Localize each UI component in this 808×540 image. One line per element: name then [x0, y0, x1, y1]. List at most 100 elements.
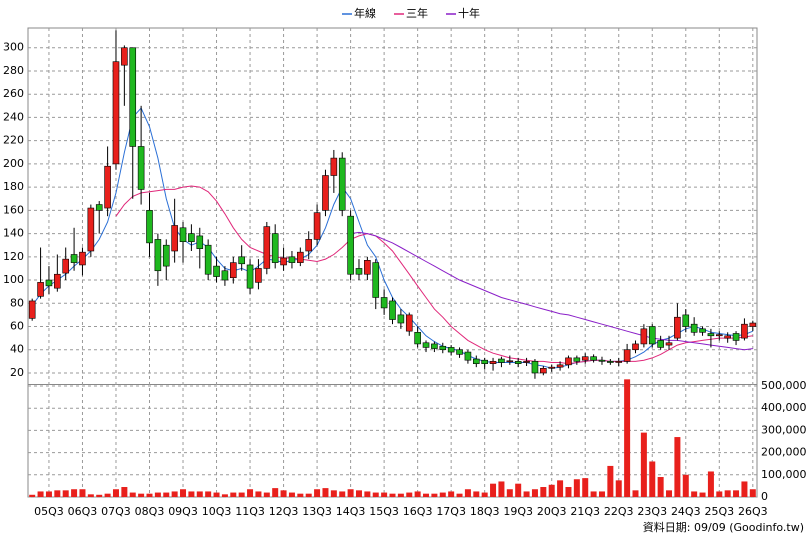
candle-body: [204, 244, 212, 275]
volume-bar: [506, 489, 513, 497]
candle-body: [121, 47, 128, 66]
volume-bar: [431, 493, 438, 497]
volume-bar: [104, 493, 111, 497]
candle-body: [397, 314, 405, 324]
volume-bar: [314, 489, 321, 497]
volume-bar: [699, 492, 706, 497]
volume-bar: [448, 491, 455, 497]
candle-body: [213, 265, 220, 277]
y-tick-label: 160: [3, 203, 24, 216]
volume-bar: [691, 491, 698, 497]
y-tick-label: 220: [3, 134, 24, 147]
volume-bar: [456, 493, 463, 497]
candle-body: [665, 342, 673, 346]
volume-bar: [590, 491, 597, 497]
volume-bar: [347, 489, 354, 497]
volume-bar: [439, 492, 446, 497]
y-tick-label: 260: [3, 87, 24, 100]
x-tick-label: 06Q3: [68, 505, 98, 518]
candle-body: [179, 227, 187, 243]
volume-bar: [71, 489, 78, 497]
volume-bar: [146, 493, 153, 497]
volume-bar: [196, 491, 203, 497]
candle-body: [632, 343, 639, 351]
volume-bar: [272, 488, 279, 497]
volume-bar: [632, 490, 639, 497]
volume-bar: [548, 484, 555, 497]
y-tick-label: 40: [10, 343, 24, 356]
volume-bar: [674, 437, 681, 497]
volume-bar: [640, 432, 647, 497]
volume-tick-label: 0: [761, 490, 768, 503]
volume-bar: [565, 487, 572, 497]
volume-bar: [389, 493, 396, 497]
volume-bar: [230, 492, 237, 497]
candle-body: [129, 47, 137, 147]
volume-bar: [607, 465, 614, 497]
candle-body: [749, 322, 757, 327]
candle-body: [305, 239, 313, 252]
candle-body: [498, 358, 505, 363]
volume-bar: [716, 491, 723, 497]
volume-bar: [305, 493, 312, 497]
candle-body: [62, 258, 70, 274]
volume-bar: [733, 490, 740, 497]
volume-bar: [531, 489, 538, 497]
candle-body: [506, 360, 514, 363]
candle-body: [221, 270, 229, 281]
candle-body: [615, 361, 623, 363]
y-tick-label: 60: [10, 320, 24, 333]
volume-bar: [682, 474, 689, 497]
volume-bar: [330, 490, 337, 497]
volume-bar: [598, 491, 605, 497]
volume-bar: [255, 491, 262, 497]
volume-bar: [87, 494, 94, 497]
legend: 年線 三年 十年: [342, 6, 480, 20]
volume-bar: [372, 492, 379, 497]
candle-body: [313, 212, 321, 240]
candle-body: [699, 328, 706, 333]
candle-body: [87, 207, 95, 252]
x-tick-label: 21Q3: [570, 505, 600, 518]
candle-body: [674, 316, 681, 339]
candle-body: [271, 233, 279, 263]
volume-bar: [29, 494, 36, 497]
candle-body: [389, 300, 396, 320]
candle-body: [112, 61, 120, 165]
volume-bar: [657, 477, 664, 497]
x-tick-label: 15Q3: [369, 505, 399, 518]
x-tick-label: 22Q3: [604, 505, 634, 518]
volume-bar: [339, 491, 346, 497]
volume-bar: [473, 491, 480, 497]
volume-bar: [213, 492, 220, 497]
x-tick-label: 25Q3: [704, 505, 734, 518]
volume-bar: [624, 379, 631, 497]
x-tick-label: 13Q3: [302, 505, 332, 518]
candle-body: [456, 349, 463, 355]
candle-body: [514, 361, 522, 364]
candle-body: [489, 361, 497, 364]
candle-body: [229, 262, 237, 279]
volume-bar: [37, 491, 44, 497]
volume-bar: [364, 491, 371, 497]
candle-body: [724, 335, 731, 339]
candle-body: [188, 233, 195, 243]
volume-bar: [381, 492, 388, 497]
volume-tick-label: 100,000: [761, 468, 807, 481]
candle-body: [447, 347, 455, 353]
x-tick-label: 11Q3: [235, 505, 265, 518]
volume-tick-label: 400,000: [761, 401, 807, 414]
volume-bar: [79, 489, 86, 497]
candle-body: [347, 215, 354, 275]
candle-body: [70, 254, 78, 263]
volume-tick-label: 200,000: [761, 446, 807, 459]
candle-body: [548, 366, 556, 369]
candle-body: [280, 257, 287, 266]
legend-label: 年線: [354, 6, 376, 20]
candle-body: [590, 356, 597, 361]
ma-line: [350, 231, 753, 351]
x-tick-label: 09Q3: [168, 505, 198, 518]
candle-body: [171, 225, 178, 252]
candle-body: [372, 262, 380, 298]
y-tick-label: 180: [3, 180, 24, 193]
